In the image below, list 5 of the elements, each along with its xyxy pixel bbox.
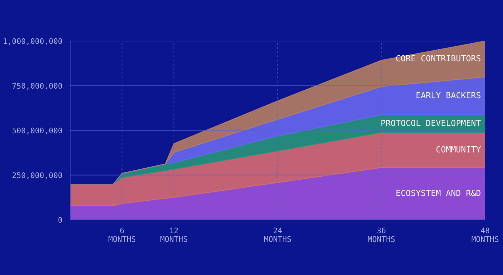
series-label: EARLY BACKERS (416, 92, 481, 99)
series-label: CORE CONTRIBUTORS (396, 55, 481, 62)
series-label: COMMUNITY (436, 146, 482, 153)
series-label: ECOSYSTEM AND R&D (396, 190, 481, 196)
series-label: PROTOCOL DEVELOPMENT (382, 120, 482, 126)
